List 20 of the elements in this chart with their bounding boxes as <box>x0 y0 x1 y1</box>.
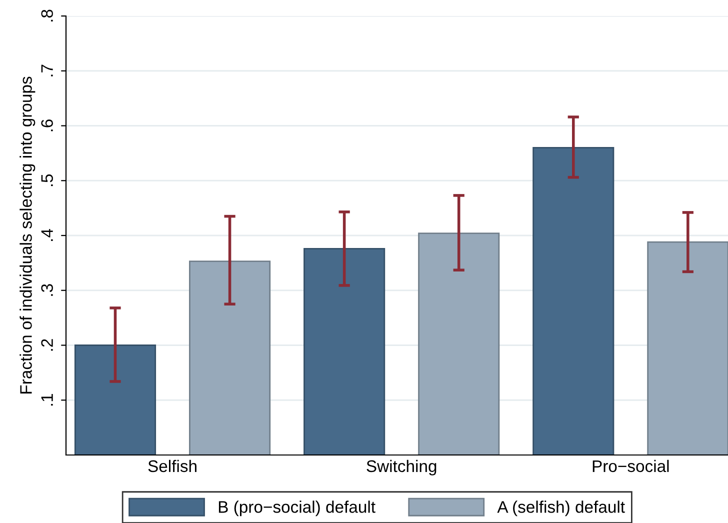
y-axis-title: Fraction of individuals selecting into groups <box>20 76 36 394</box>
bar <box>304 248 386 455</box>
legend-label: B (pro−social) default <box>218 500 376 516</box>
y-tick-label: .4 <box>41 229 53 241</box>
y-tick-label: .3 <box>41 284 53 296</box>
y-tick-label: .8 <box>41 10 53 22</box>
bar <box>74 344 156 455</box>
y-tick-label: .2 <box>41 339 53 351</box>
y-tick-label: .7 <box>41 64 53 76</box>
y-tick-label: .1 <box>41 394 53 406</box>
bar <box>189 260 271 455</box>
y-tick-label: .5 <box>41 174 53 186</box>
bar <box>532 147 614 455</box>
x-tick-label: Switching <box>366 460 436 476</box>
legend-label: A (selfish) default <box>497 500 625 516</box>
x-tick-label: Pro−social <box>592 460 669 472</box>
bar <box>418 232 500 455</box>
bar <box>647 241 728 455</box>
y-tick-label: .6 <box>41 120 53 132</box>
x-tick-label: Selfish <box>148 460 196 472</box>
